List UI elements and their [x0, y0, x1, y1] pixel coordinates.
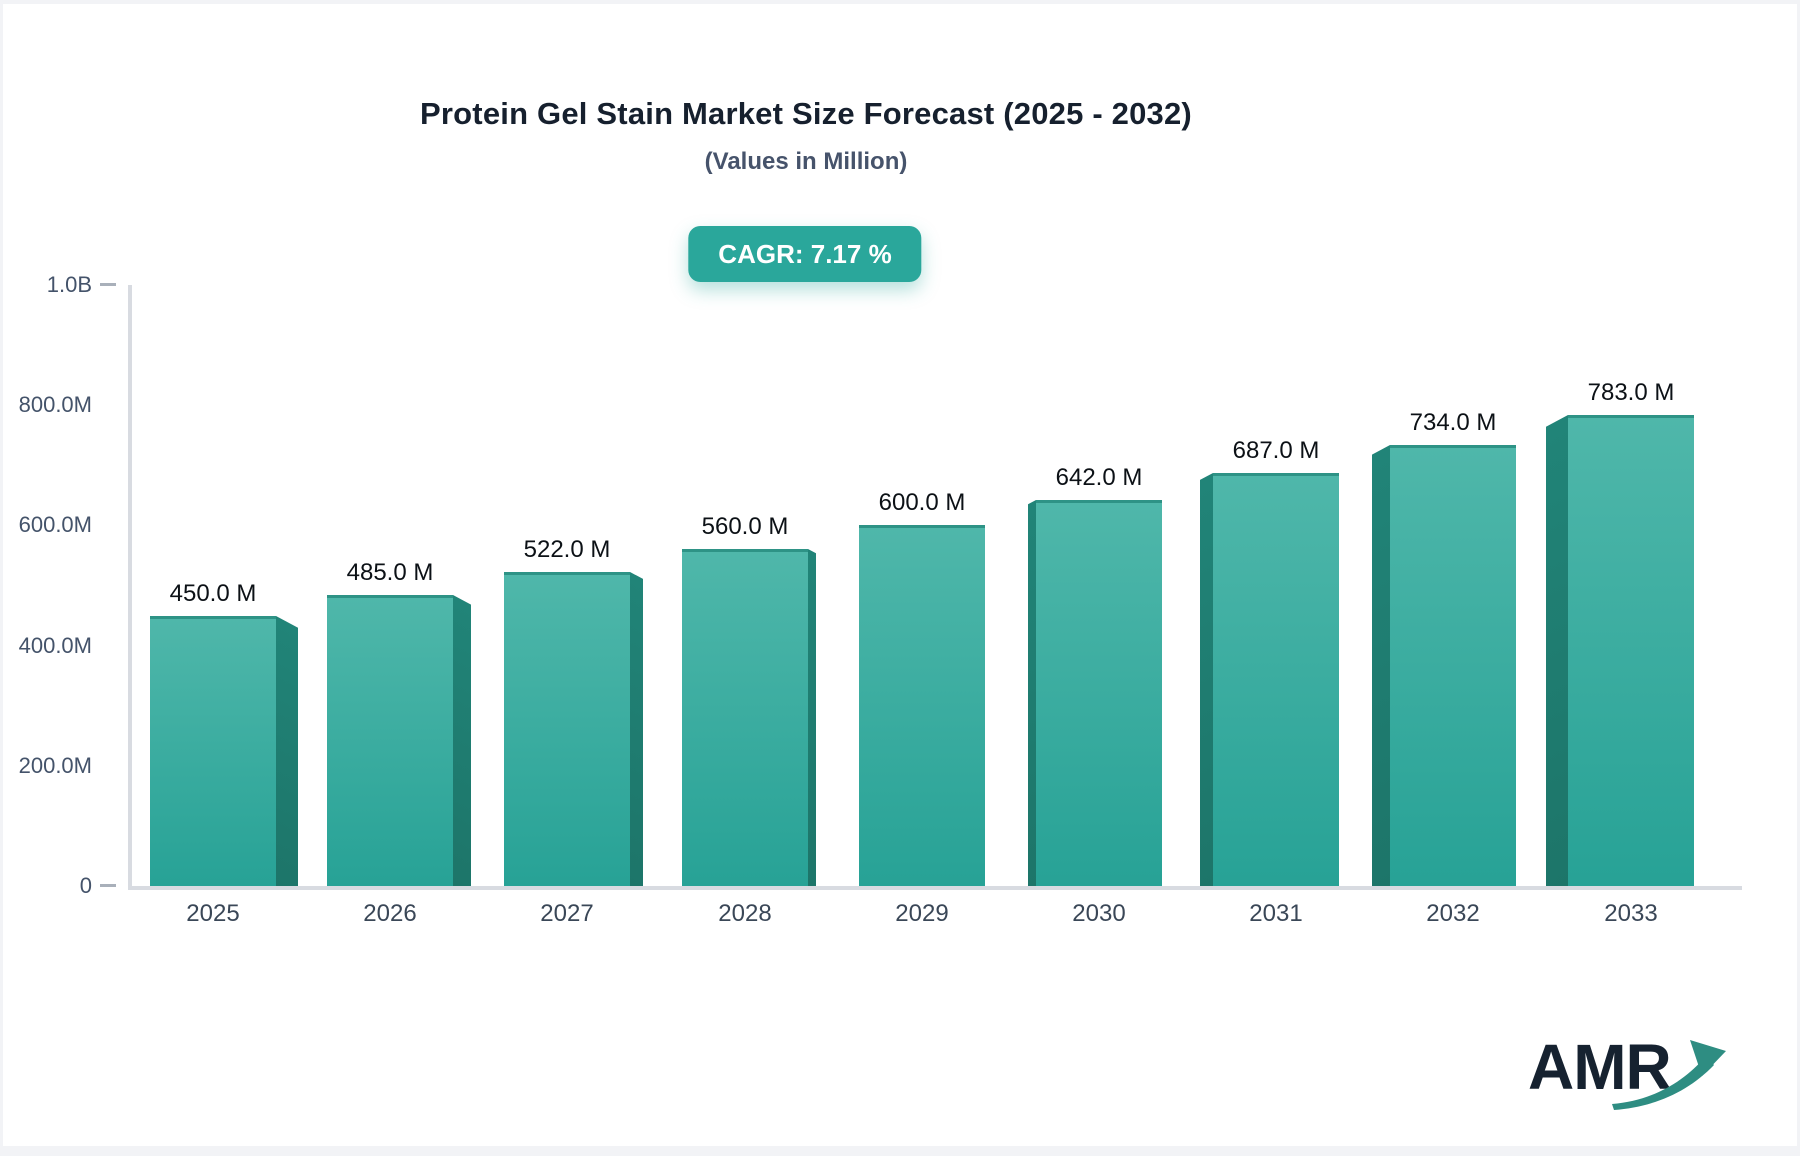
- x-category-label: 2033: [1604, 900, 1658, 927]
- y-axis-line: [128, 285, 132, 890]
- bar-2028[interactable]: [682, 549, 816, 886]
- growth-arrow-icon: [1612, 1040, 1726, 1110]
- bar-side-face: [1028, 500, 1036, 886]
- bar-value-label: 600.0 M: [878, 489, 966, 516]
- x-category-label: 2026: [363, 900, 417, 927]
- chart-subtitle: (Values in Million): [704, 148, 908, 175]
- bar-2025[interactable]: [150, 616, 298, 886]
- bar-2029[interactable]: [859, 525, 985, 886]
- bar-side-face: [1200, 473, 1213, 886]
- y-tick-dash: [100, 884, 116, 887]
- chart-title: Protein Gel Stain Market Size Forecast (…: [420, 96, 1192, 131]
- bar-front-face: [1213, 473, 1339, 886]
- amr-logo-text: AMR: [1528, 1031, 1672, 1103]
- bar-side-face: [453, 595, 471, 886]
- y-tick-dash: [100, 283, 116, 286]
- bar-2026[interactable]: [327, 595, 471, 886]
- bar-value-label: 450.0 M: [169, 580, 257, 607]
- bar-value-label: 642.0 M: [1055, 464, 1143, 491]
- bar-side-face: [630, 572, 643, 886]
- bar-side-face: [1546, 415, 1568, 886]
- bar-value-label: 485.0 M: [346, 559, 434, 586]
- bar-2032[interactable]: [1372, 445, 1516, 886]
- y-tick-label: 400.0M: [18, 632, 92, 658]
- bar-value-label: 734.0 M: [1409, 409, 1497, 436]
- bar-side-face: [1372, 445, 1390, 886]
- bar-2031[interactable]: [1200, 473, 1339, 886]
- bar-front-face: [327, 595, 453, 886]
- x-category-label: 2025: [186, 900, 240, 927]
- bar-front-face: [682, 549, 808, 886]
- bar-2030[interactable]: [1028, 500, 1162, 886]
- x-axis-line: [128, 886, 1742, 890]
- y-tick-label: 800.0M: [18, 392, 92, 418]
- amr-logo: AMR: [1528, 1030, 1728, 1120]
- x-category-label: 2030: [1072, 900, 1126, 927]
- cagr-badge: CAGR: 7.17 %: [688, 226, 922, 282]
- x-category-label: 2031: [1249, 900, 1303, 927]
- y-tick-label: 200.0M: [18, 752, 92, 778]
- bar-value-label: 522.0 M: [523, 536, 611, 563]
- bar-front-face: [859, 525, 985, 886]
- y-tick-label: 600.0M: [18, 512, 92, 538]
- bar-front-face: [1568, 415, 1694, 886]
- bar-side-face: [808, 549, 816, 886]
- x-category-label: 2032: [1426, 900, 1480, 927]
- bar-2033[interactable]: [1546, 415, 1694, 886]
- bar-front-face: [1036, 500, 1162, 886]
- bar-front-face: [150, 616, 276, 886]
- bar-front-face: [1390, 445, 1516, 886]
- bar-side-face: [276, 616, 298, 886]
- y-tick-label: 0: [79, 873, 92, 898]
- bar-value-label: 687.0 M: [1232, 437, 1320, 464]
- y-tick-label: 1.0B: [46, 272, 92, 297]
- x-category-label: 2027: [540, 900, 594, 927]
- bar-value-label: 560.0 M: [701, 513, 789, 540]
- bar-front-face: [504, 572, 630, 886]
- x-category-label: 2029: [895, 900, 949, 927]
- bar-value-label: 783.0 M: [1587, 379, 1675, 406]
- x-category-label: 2028: [718, 900, 772, 927]
- bar-2027[interactable]: [504, 572, 643, 886]
